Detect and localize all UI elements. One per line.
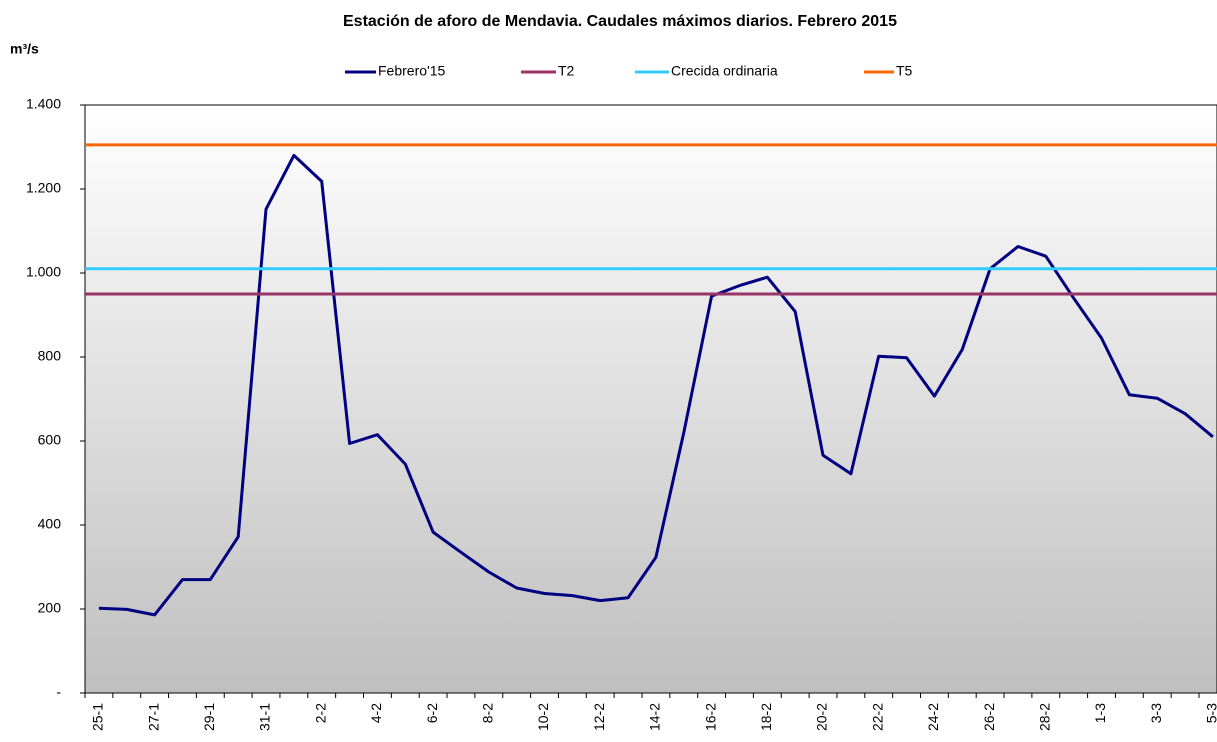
- x-tick-label: 14-2: [647, 703, 663, 731]
- y-tick-label: -: [56, 684, 61, 700]
- x-tick-label: 4-2: [368, 703, 384, 723]
- x-tick-label: 24-2: [925, 703, 941, 731]
- legend-label: T2: [558, 63, 575, 79]
- chart-title: Estación de aforo de Mendavia. Caudales …: [343, 13, 897, 30]
- x-tick-label: 8-2: [480, 703, 496, 723]
- x-tick-label: 6-2: [424, 703, 440, 723]
- y-tick-label: 1.400: [26, 96, 61, 112]
- x-tick-label: 18-2: [758, 703, 774, 731]
- legend-label: Crecida ordinaria: [671, 63, 778, 79]
- series-group: [85, 143, 1217, 617]
- x-tick-label: 10-2: [535, 703, 551, 731]
- legend-label: T5: [896, 63, 913, 79]
- x-tick-label: 12-2: [591, 703, 607, 731]
- y-tick-label: 1.000: [26, 264, 61, 280]
- legend-label: Febrero'15: [378, 63, 445, 79]
- x-tick-label: 1-3: [1092, 703, 1108, 723]
- y-tick-label: 1.200: [26, 180, 61, 196]
- plot-area: [84, 104, 1217, 694]
- y-axis-title: m³/s: [10, 41, 39, 57]
- series-line: [98, 153, 1214, 617]
- x-tick-label: 29-1: [201, 703, 217, 731]
- x-tick-label: 27-1: [145, 703, 161, 731]
- y-tick-label: 400: [38, 516, 62, 532]
- y-tick-label: 600: [38, 432, 62, 448]
- x-tick-label: 26-2: [981, 703, 997, 731]
- x-tick-label: 25-1: [90, 703, 106, 731]
- x-tick-label: 31-1: [257, 703, 273, 731]
- x-tick-label: 22-2: [869, 703, 885, 731]
- x-tick-label: 3-3: [1148, 703, 1164, 723]
- x-tick-label: 16-2: [702, 703, 718, 731]
- x-tick-label: 28-2: [1037, 703, 1053, 731]
- y-tick-label: 800: [38, 348, 62, 364]
- x-tick-label: 2-2: [312, 703, 328, 723]
- y-tick-label: 200: [38, 600, 62, 616]
- x-tick-label: 5-3: [1204, 703, 1217, 723]
- x-tick-label: 20-2: [814, 703, 830, 731]
